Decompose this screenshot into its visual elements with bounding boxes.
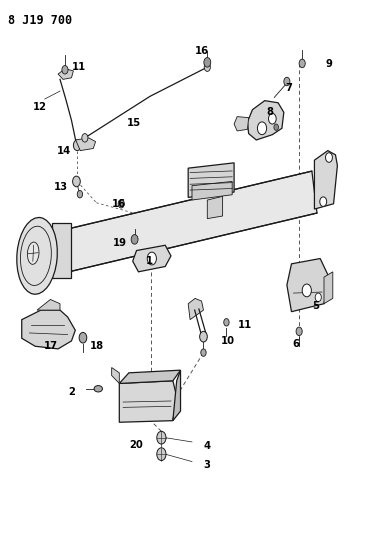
Circle shape (204, 58, 211, 67)
Text: 12: 12 (33, 102, 46, 112)
Polygon shape (22, 310, 75, 349)
Text: 8 J19 700: 8 J19 700 (8, 14, 73, 27)
Polygon shape (234, 117, 248, 131)
Polygon shape (119, 381, 177, 422)
Circle shape (204, 63, 210, 71)
Text: 20: 20 (130, 440, 143, 450)
Circle shape (302, 284, 311, 297)
Text: 15: 15 (127, 118, 141, 128)
Circle shape (320, 197, 327, 206)
Circle shape (296, 327, 302, 336)
Circle shape (62, 66, 68, 74)
Text: 8: 8 (266, 107, 274, 117)
Text: 11: 11 (71, 62, 86, 72)
Polygon shape (52, 223, 71, 278)
Circle shape (131, 235, 138, 244)
Circle shape (224, 319, 229, 326)
Ellipse shape (17, 217, 57, 294)
Circle shape (284, 77, 290, 86)
Polygon shape (188, 298, 204, 320)
Circle shape (315, 293, 321, 302)
Polygon shape (119, 370, 180, 383)
Circle shape (79, 333, 87, 343)
Polygon shape (76, 138, 96, 151)
Polygon shape (192, 181, 232, 200)
Text: 4: 4 (204, 441, 210, 451)
Text: 17: 17 (43, 341, 58, 351)
Text: 14: 14 (57, 146, 71, 156)
Text: 13: 13 (54, 182, 68, 192)
Polygon shape (65, 171, 317, 271)
Polygon shape (112, 368, 119, 383)
Polygon shape (207, 196, 223, 219)
Circle shape (200, 332, 207, 342)
Text: 18: 18 (90, 341, 104, 351)
Circle shape (118, 199, 124, 208)
Text: 7: 7 (286, 83, 293, 93)
Circle shape (268, 114, 276, 124)
Polygon shape (188, 163, 234, 197)
Ellipse shape (27, 242, 39, 264)
Polygon shape (324, 272, 333, 304)
Circle shape (299, 59, 305, 68)
Circle shape (82, 134, 88, 142)
Text: 16: 16 (112, 199, 126, 209)
Ellipse shape (94, 385, 103, 392)
Text: 5: 5 (313, 301, 319, 311)
Circle shape (73, 140, 81, 151)
Text: 9: 9 (326, 60, 333, 69)
Text: 16: 16 (195, 46, 209, 56)
Polygon shape (287, 259, 329, 312)
Circle shape (257, 122, 266, 135)
Text: 6: 6 (292, 338, 299, 349)
Circle shape (77, 190, 83, 198)
Circle shape (73, 176, 80, 187)
Text: 1: 1 (146, 256, 153, 266)
Text: 19: 19 (113, 238, 127, 247)
Polygon shape (173, 370, 180, 421)
Circle shape (274, 124, 278, 131)
Polygon shape (58, 69, 73, 79)
Circle shape (157, 448, 166, 461)
Polygon shape (314, 151, 338, 209)
Text: 11: 11 (238, 320, 252, 330)
Circle shape (326, 153, 333, 163)
Polygon shape (247, 101, 284, 140)
Polygon shape (37, 300, 60, 310)
Circle shape (201, 349, 206, 357)
Polygon shape (133, 245, 171, 272)
Text: 10: 10 (221, 336, 235, 346)
Text: 3: 3 (204, 461, 210, 470)
Circle shape (157, 431, 166, 444)
Circle shape (147, 252, 156, 265)
Text: 2: 2 (68, 387, 75, 398)
